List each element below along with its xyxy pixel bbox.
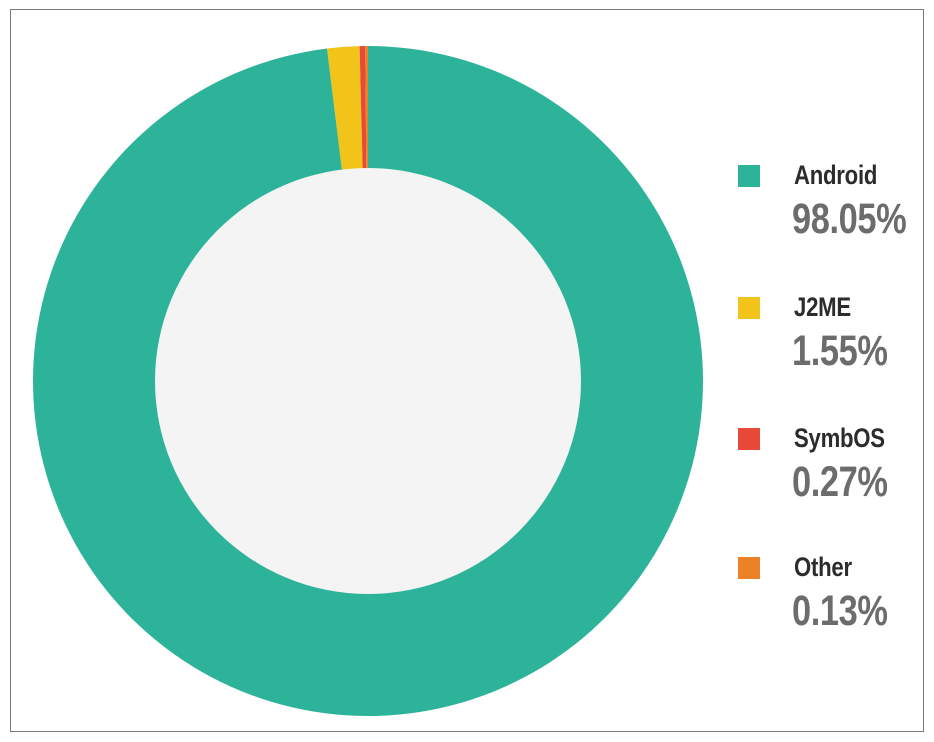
donut-center bbox=[155, 168, 581, 594]
legend-label-other: Other bbox=[794, 552, 852, 582]
legend-label-symbos: SymbOS bbox=[794, 423, 885, 453]
legend-value-symbos: 0.27% bbox=[792, 458, 888, 506]
legend-swatch-other bbox=[738, 557, 760, 579]
legend-swatch-j2me bbox=[738, 297, 760, 319]
legend-label-android: Android bbox=[794, 160, 878, 190]
legend-swatch-android bbox=[738, 165, 760, 187]
legend-value-other: 0.13% bbox=[792, 587, 888, 635]
legend-value-android: 98.05% bbox=[792, 195, 907, 243]
legend-swatch-symbos bbox=[738, 428, 760, 450]
legend-label-j2me: J2ME bbox=[794, 292, 851, 322]
legend-value-j2me: 1.55% bbox=[792, 327, 888, 375]
